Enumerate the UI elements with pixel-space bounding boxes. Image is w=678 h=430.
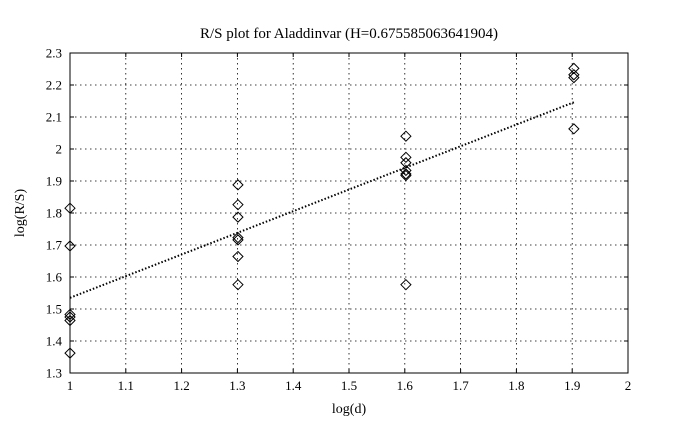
x-tick-label: 1.3 <box>229 378 245 393</box>
x-tick-label: 1.1 <box>118 378 134 393</box>
fit-line <box>69 101 575 299</box>
data-point-diamond <box>232 234 244 246</box>
x-tick-label: 1.5 <box>341 378 357 393</box>
y-tick-label: 1.9 <box>46 174 62 189</box>
plot-frame <box>69 52 629 374</box>
data-point-diamond <box>400 169 412 182</box>
x-tick-label: 2 <box>625 378 632 393</box>
y-tick-label: 1.3 <box>46 366 62 381</box>
x-tick-label: 1.9 <box>564 378 580 393</box>
data-point-diamond <box>400 130 412 142</box>
data-point-diamond <box>400 164 412 177</box>
x-tick-label: 1 <box>67 378 74 393</box>
data-point-diamond <box>568 71 580 84</box>
y-tick-label: 2 <box>56 142 63 157</box>
y-tick-label: 2.2 <box>46 78 62 93</box>
chart-title: R/S plot for Aladdinvar (H=0.67558506364… <box>200 26 498 42</box>
data-point-diamond <box>232 179 244 191</box>
x-tick-label: 1.4 <box>285 378 302 393</box>
y-tick-label: 1.6 <box>46 270 63 285</box>
data-point-diamond <box>400 157 412 169</box>
x-tick-label: 1.2 <box>173 378 189 393</box>
y-tick-label: 2.1 <box>46 110 62 125</box>
x-tick-label: 1.8 <box>508 378 524 393</box>
tick-labels: 1 1.1 1.2 1.3 1.4 1.5 1.6 1.7 1.8 1.9 2 1.3 1.4 1.5 1.… <box>46 46 632 394</box>
data-point-diamond <box>232 211 244 223</box>
data-point-diamond <box>400 278 412 291</box>
data-point-diamond <box>232 231 244 244</box>
data-point-diamond <box>568 62 580 75</box>
x-axis-label: log(d) <box>332 402 367 417</box>
x-tick-label: 1.7 <box>452 378 469 393</box>
data-points <box>64 62 580 359</box>
data-point-diamond <box>400 168 412 180</box>
x-tick-label: 1.6 <box>397 378 414 393</box>
y-tick-label: 2.3 <box>46 46 62 61</box>
grid <box>69 52 629 374</box>
data-point-diamond <box>568 69 580 81</box>
fit-line-group <box>69 101 575 299</box>
y-tick-label: 1.4 <box>46 334 63 349</box>
y-tick-label: 1.5 <box>46 302 62 317</box>
data-point-diamond <box>232 198 244 211</box>
y-axis-label: log(R/S) <box>13 189 28 238</box>
data-point-diamond <box>568 123 580 135</box>
data-point-diamond <box>400 151 412 164</box>
data-point-diamond <box>232 278 244 291</box>
y-tick-label: 1.8 <box>46 206 62 221</box>
data-point-diamond <box>232 250 244 263</box>
y-tick-label: 1.7 <box>46 238 63 253</box>
